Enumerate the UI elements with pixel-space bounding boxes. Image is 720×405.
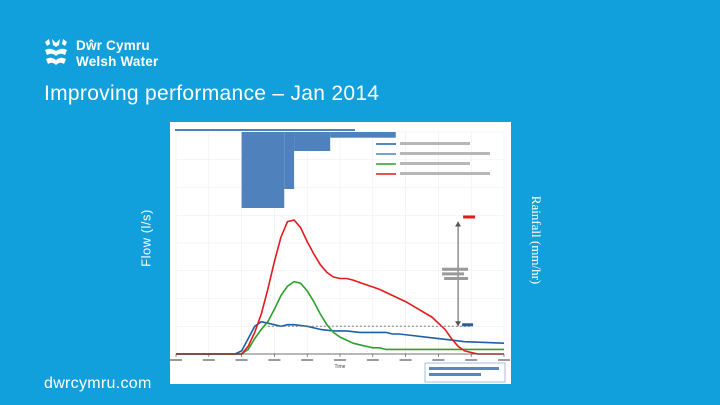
arrow-head-down	[455, 321, 462, 327]
reduction-text-mark	[444, 277, 469, 280]
chart-legend	[376, 142, 490, 175]
reduction-text-mark	[442, 272, 465, 276]
x-tick-label-mark	[366, 359, 379, 361]
x-tick-label-mark	[399, 359, 412, 361]
rainfall-bar	[330, 132, 396, 138]
flow-axis-label: Flow (l/s)	[138, 209, 154, 267]
brand-name-english: Welsh Water	[76, 54, 159, 69]
x-axis: Time	[170, 353, 510, 370]
dragon-icon	[45, 39, 67, 65]
note-text-mark	[429, 373, 481, 376]
x-tick-label-mark	[498, 359, 510, 361]
peak-value-mark	[463, 215, 476, 219]
brand-logo: Dŵr Cymru Welsh Water	[44, 38, 158, 70]
note-box	[424, 362, 506, 383]
legend-label-placeholder	[400, 142, 470, 145]
x-tick-label-mark	[465, 359, 478, 361]
chart-grid	[175, 131, 505, 355]
event-note-box	[424, 362, 506, 383]
rainfall-bar	[294, 132, 331, 151]
rainfall-bars	[241, 132, 396, 208]
x-axis-title: Time	[335, 364, 346, 370]
red-flow-line	[176, 219, 504, 355]
x-tick-label-mark	[202, 359, 215, 361]
legend-label-placeholder	[400, 172, 490, 175]
rainfall-axis-label: Rainfall (mm/hr)	[529, 195, 544, 285]
rainfall-bar	[284, 132, 295, 189]
blue-flow-line	[176, 320, 505, 355]
green-flow-line	[176, 280, 504, 355]
arrow-head-up	[455, 221, 462, 227]
brand-name-welsh: Dŵr Cymru	[76, 38, 150, 53]
legend-label-placeholder	[400, 162, 470, 165]
reference-value-mark	[462, 323, 474, 327]
reduction-text-mark	[442, 267, 469, 271]
chart-panel: Time	[170, 122, 511, 384]
rainfall-bar	[241, 132, 285, 208]
legend-label-placeholder	[400, 152, 490, 155]
slide-title: Improving performance – Jan 2014	[44, 82, 380, 105]
x-tick-label-mark	[334, 359, 346, 361]
note-text-mark	[429, 367, 499, 370]
x-tick-label-mark	[235, 359, 248, 361]
x-tick-label-mark	[170, 359, 182, 361]
chart-annotations	[267, 215, 476, 327]
x-tick-label-mark	[432, 359, 445, 361]
x-tick-label-mark	[301, 359, 314, 361]
flow-rainfall-chart: Time	[170, 129, 510, 383]
x-tick-label-mark	[268, 359, 281, 361]
flow-lines	[176, 219, 505, 355]
footer-website: dwrcymru.com	[44, 375, 152, 392]
